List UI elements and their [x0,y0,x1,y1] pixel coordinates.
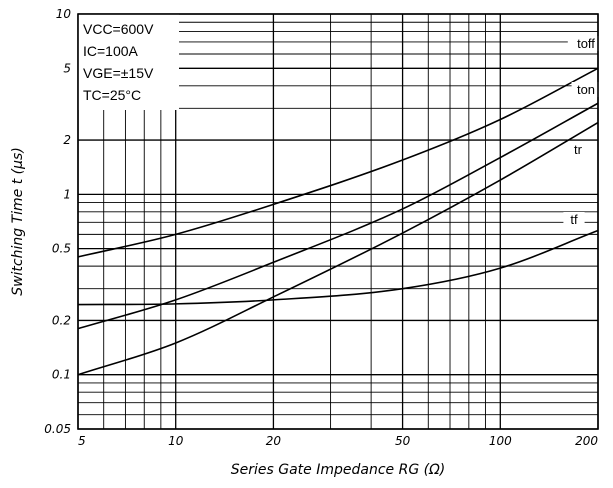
series-line-toff [77,67,599,258]
y-tick-label: 0.5 [52,242,71,256]
x-tick-label: 200 [575,434,598,448]
x-tick-label: 50 [395,434,411,448]
series-line-tf [77,229,599,306]
y-tick-label: 0.1 [52,368,71,382]
series-line-ton [77,102,599,330]
y-tick-label: 0.05 [44,422,71,436]
x-axis-label: Series Gate Impedance RG (Ω) [231,462,446,478]
series-label-tr: tr [574,142,583,157]
condition-vge: VGE=±15V [83,65,154,81]
series-label-ton: ton [577,82,595,97]
series-label-bg [567,142,589,157]
x-tick-label: 5 [78,434,86,448]
x-tick-label: 100 [489,434,512,448]
x-tick-label: 20 [266,434,282,448]
series-label-tf: tf [570,212,578,227]
plot-frame [77,13,599,430]
series-label-toff: toff [577,36,595,51]
x-tick-label: 10 [168,434,184,448]
conditions-box [78,14,179,110]
series-line-tr [77,121,599,376]
series-label-bg [571,82,601,97]
series-label-bg [567,36,605,51]
condition-ic: IC=100A [83,43,139,59]
series-labels: toff ton tr tf [563,36,605,227]
tick-labels: 5 10 20 50 100 200 0.05 0.1 0.2 0.5 1 2 5 10 [44,7,598,448]
series-lines [77,67,599,376]
y-tick-label: 5 [63,61,71,75]
y-tick-label: 10 [56,7,72,21]
y-tick-label: 2 [63,133,71,147]
series-label-bg [563,212,585,227]
y-axis-label: Switching Time t (μs) [10,147,26,296]
y-tick-label: 1 [63,187,71,201]
y-tick-label: 0.2 [52,313,71,327]
condition-vcc: VCC=600V [83,21,154,37]
condition-tc: TC=25°C [83,87,141,103]
